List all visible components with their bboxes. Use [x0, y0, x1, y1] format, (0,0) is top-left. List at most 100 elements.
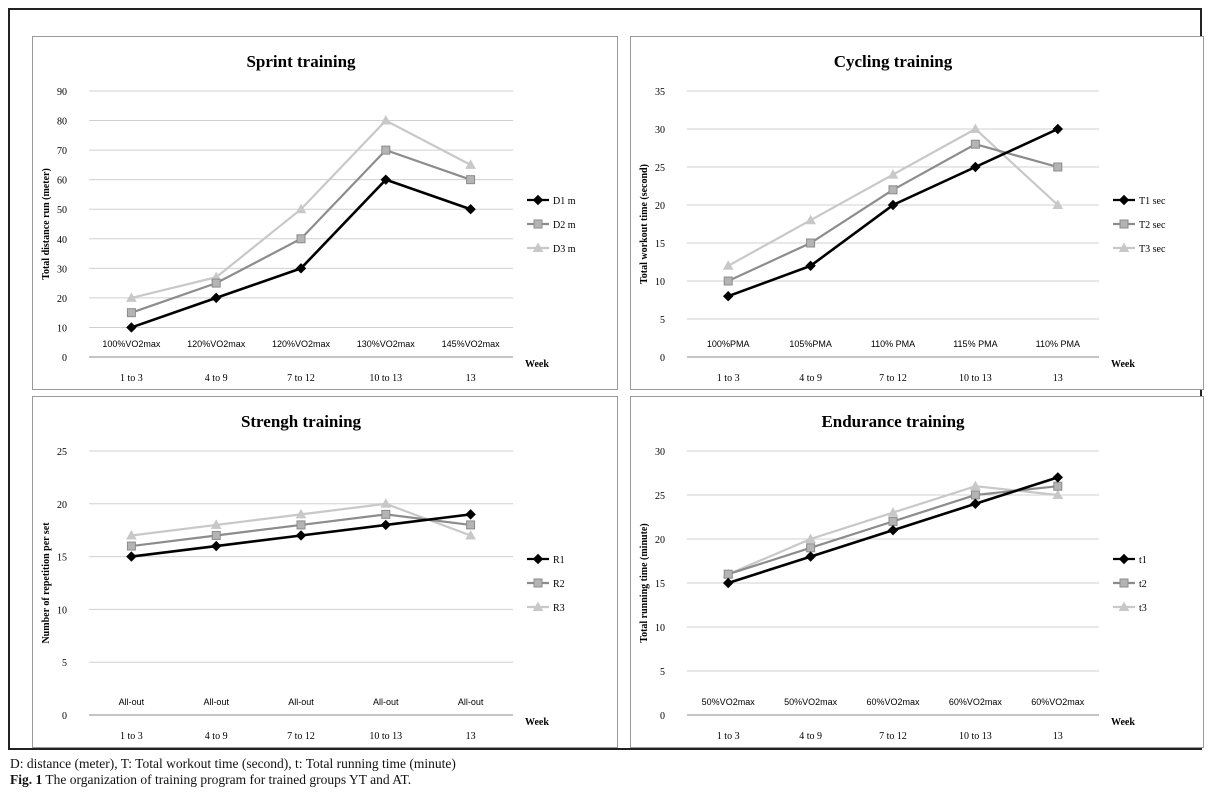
x-tick-label: 10 to 13 [959, 373, 992, 384]
data-point-2 [889, 186, 897, 194]
legend-label: T2 sec [1139, 220, 1166, 231]
y-axis-label: Total running time (minute) [639, 523, 650, 642]
data-point-2 [807, 544, 815, 552]
y-tick-label: 20 [655, 535, 665, 546]
series-line-3 [728, 129, 1058, 266]
legend-marker [1120, 220, 1128, 228]
y-tick-label: 0 [660, 711, 665, 722]
x-axis-label: Week [525, 717, 549, 728]
y-tick-label: 20 [57, 500, 67, 511]
y-tick-label: 30 [655, 447, 665, 458]
intensity-label: 60%VO2max [866, 697, 920, 707]
chart-svg: Endurance training 0 5 10 15 20 25 30 Total runn… [631, 397, 1203, 747]
data-point-2 [127, 309, 135, 317]
data-point-1 [466, 510, 475, 519]
intensity-label: 120%VO2max [272, 339, 331, 349]
x-tick-label: 10 to 13 [369, 731, 402, 742]
intensity-label: All-out [203, 697, 229, 707]
legend-label: R1 [553, 555, 565, 566]
y-tick-label: 90 [57, 87, 67, 98]
legend-label: R3 [553, 603, 565, 614]
y-tick-label: 10 [57, 605, 67, 616]
intensity-label: 145%VO2max [442, 339, 501, 349]
y-tick-label: 20 [655, 201, 665, 212]
x-tick-label: 4 to 9 [799, 373, 822, 384]
x-tick-label: 4 to 9 [205, 373, 228, 384]
x-axis-label: Week [1111, 717, 1135, 728]
data-point-2 [212, 531, 220, 539]
intensity-label: All-out [373, 697, 399, 707]
footnote: D: distance (meter), T: Total workout ti… [10, 756, 456, 772]
series-line-1 [131, 180, 470, 328]
y-tick-label: 5 [660, 315, 665, 326]
chart-title: Sprint training [246, 52, 356, 71]
data-point-2 [807, 239, 815, 247]
data-point-2 [971, 140, 979, 148]
y-tick-label: 20 [57, 294, 67, 305]
legend-label: D1 m [553, 196, 576, 207]
x-tick-label: 1 to 3 [120, 373, 143, 384]
data-point-1 [724, 292, 733, 301]
intensity-label: All-out [288, 697, 314, 707]
y-tick-label: 50 [57, 205, 67, 216]
figure-caption: Fig. 1 The organization of training prog… [10, 772, 411, 788]
intensity-label: 130%VO2max [357, 339, 416, 349]
intensity-label: 120%VO2max [187, 339, 246, 349]
x-tick-label: 1 to 3 [120, 731, 143, 742]
y-tick-label: 30 [655, 125, 665, 136]
intensity-label: 110% PMA [871, 339, 915, 349]
data-point-2 [382, 146, 390, 154]
y-tick-label: 0 [62, 711, 67, 722]
data-point-2 [1054, 482, 1062, 490]
chart-svg: Sprint training0102030405060708090Total … [33, 37, 617, 389]
x-tick-label: 1 to 3 [717, 731, 740, 742]
y-tick-label: 35 [655, 87, 665, 98]
x-axis-label: Week [525, 359, 549, 370]
data-point-2 [724, 570, 732, 578]
data-point-1 [466, 205, 475, 214]
chart-title: Cycling training [834, 52, 953, 71]
intensity-label: 50%VO2max [702, 697, 756, 707]
data-point-1 [212, 293, 221, 302]
chart-svg: Cycling training 0 5 10 15 20 25 30 35 Total work… [631, 37, 1203, 389]
y-tick-label: 40 [57, 235, 67, 246]
x-tick-label: 7 to 12 [879, 731, 907, 742]
x-tick-label: 10 to 13 [369, 373, 402, 384]
y-tick-label: 80 [57, 117, 67, 128]
intensity-label: 100%VO2max [102, 339, 161, 349]
x-tick-label: 1 to 3 [717, 373, 740, 384]
y-tick-label: 5 [660, 667, 665, 678]
legend-label: D3 m [553, 244, 576, 255]
legend-label: R2 [553, 579, 565, 590]
y-tick-label: 10 [655, 277, 665, 288]
y-tick-label: 10 [57, 323, 67, 334]
y-tick-label: 60 [57, 176, 67, 187]
data-point-2 [467, 176, 475, 184]
data-point-2 [297, 235, 305, 243]
x-tick-label: 4 to 9 [205, 731, 228, 742]
chart-svg: Strengh training 0 5 10 15 20 25 Number of repe… [33, 397, 617, 747]
x-tick-label: 10 to 13 [959, 731, 992, 742]
y-tick-label: 0 [660, 353, 665, 364]
data-point-1 [1053, 125, 1062, 134]
legend-marker [534, 220, 542, 228]
legend-marker [534, 555, 543, 564]
intensity-label: 60%VO2max [949, 697, 1003, 707]
intensity-label: 110% PMA [1036, 339, 1080, 349]
data-point-1 [724, 579, 733, 588]
x-tick-label: 4 to 9 [799, 731, 822, 742]
chart-title: Strengh training [241, 412, 362, 431]
intensity-label: All-out [119, 697, 145, 707]
sprint-training-chart: Sprint training 0 10 20 30 40 50 60 70 80 90 Total … [32, 36, 618, 390]
legend-label: T1 sec [1139, 196, 1166, 207]
y-tick-label: 10 [655, 623, 665, 634]
x-tick-label: 7 to 12 [879, 373, 907, 384]
data-point-1 [971, 499, 980, 508]
cycling-training-chart: Cycling training 0 5 10 15 20 25 30 35 Total work… [630, 36, 1204, 390]
data-point-2 [1054, 163, 1062, 171]
data-point-1 [889, 526, 898, 535]
legend-marker [534, 196, 543, 205]
x-tick-label: 7 to 12 [287, 731, 315, 742]
data-point-2 [382, 510, 390, 518]
legend-label: t3 [1139, 603, 1147, 614]
